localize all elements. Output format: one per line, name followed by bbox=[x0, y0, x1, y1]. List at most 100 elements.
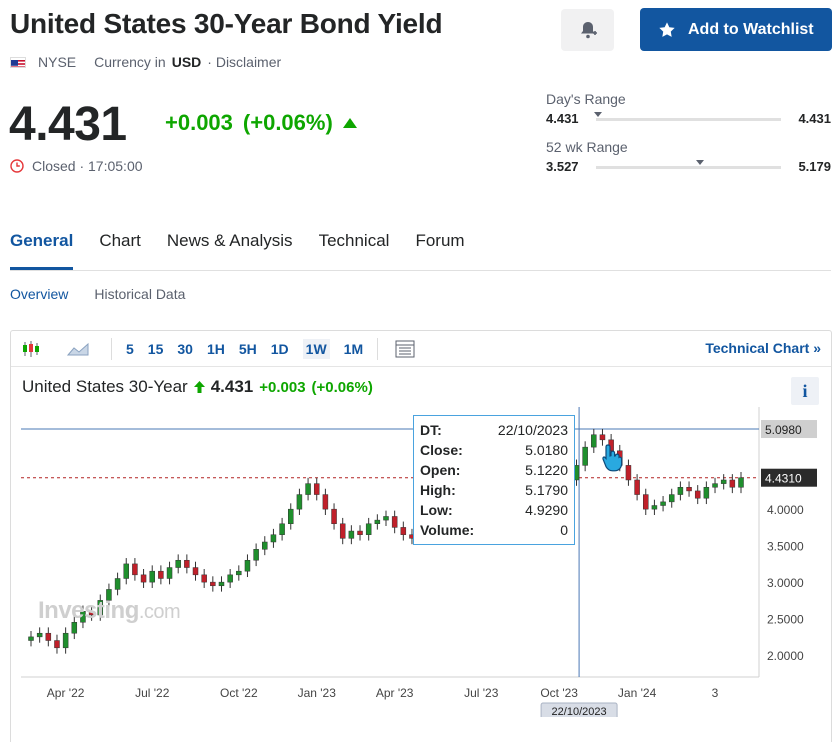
disclaimer-link[interactable]: · Disclaimer bbox=[207, 54, 282, 70]
tooltip-value: 0 bbox=[560, 522, 568, 538]
tab-chart[interactable]: Chart bbox=[99, 231, 141, 250]
candle-body bbox=[357, 530, 363, 535]
candle-body bbox=[262, 541, 268, 550]
tooltip-value: 4.9290 bbox=[525, 502, 568, 518]
chart-toolbar: 5 15 30 1H 5H 1D 1W 1M Technical Chart » bbox=[11, 331, 831, 367]
crosshair-price-box bbox=[761, 420, 817, 439]
candlestick-icon[interactable] bbox=[19, 337, 45, 361]
candle-body bbox=[591, 434, 597, 448]
watermark-main: Investing bbox=[38, 597, 139, 624]
tooltip-row: Volume: 0 bbox=[420, 520, 568, 540]
candle-body bbox=[365, 523, 372, 535]
candle-body bbox=[391, 516, 398, 528]
candle-body bbox=[288, 508, 294, 525]
candle-body bbox=[244, 559, 251, 572]
candle-body bbox=[634, 479, 640, 495]
crosshair-price-label: 5.0980 bbox=[765, 423, 802, 437]
tooltip-value: 5.1220 bbox=[525, 462, 568, 478]
tooltip-row: High: 5.1790 bbox=[420, 480, 568, 500]
add-to-watchlist-button[interactable]: Add to Watchlist bbox=[640, 8, 832, 51]
up-triangle-icon bbox=[342, 118, 357, 128]
ohlc-tooltip: DT: 22/10/2023 Close: 5.0180 Open: 5.1220 High… bbox=[413, 415, 575, 545]
last-price-box bbox=[761, 468, 817, 487]
hand-cursor-icon bbox=[602, 444, 623, 472]
days-range-marker bbox=[594, 112, 602, 117]
tab-forum[interactable]: Forum bbox=[415, 231, 465, 250]
tf-1d[interactable]: 1D bbox=[270, 340, 289, 357]
technical-chart-link[interactable]: Technical Chart » bbox=[705, 340, 821, 356]
candle-body bbox=[114, 578, 121, 590]
candle-body bbox=[383, 516, 389, 521]
x-tick-label: Jul '22 bbox=[135, 686, 170, 700]
tooltip-row: DT: 22/10/2023 bbox=[420, 420, 568, 440]
tab-news-analysis[interactable]: News & Analysis bbox=[166, 231, 293, 250]
crosshair-date-box bbox=[540, 702, 618, 717]
candle-body bbox=[106, 589, 112, 601]
tooltip-value: 5.1790 bbox=[525, 482, 568, 498]
candle-body bbox=[149, 570, 155, 583]
tf-1w[interactable]: 1W bbox=[302, 338, 330, 359]
tab-general[interactable]: General bbox=[10, 231, 74, 270]
candle-body bbox=[599, 434, 606, 441]
candle-body bbox=[694, 490, 701, 499]
candle-body bbox=[738, 477, 744, 488]
candle-body bbox=[71, 622, 78, 634]
tf-1m[interactable]: 1M bbox=[343, 340, 364, 357]
candle-body bbox=[296, 494, 303, 510]
tf-15[interactable]: 15 bbox=[147, 340, 164, 357]
candle-body bbox=[322, 494, 329, 510]
52wk-range-bar bbox=[596, 160, 781, 169]
y-tick-label: 3.5000 bbox=[767, 540, 804, 554]
candle-body bbox=[660, 501, 666, 506]
candle-body bbox=[643, 494, 649, 510]
table-icon[interactable] bbox=[392, 337, 418, 361]
subtab-overview[interactable]: Overview bbox=[10, 286, 69, 302]
candle-body bbox=[175, 559, 181, 568]
candle-body bbox=[313, 483, 320, 495]
candle-body bbox=[54, 640, 60, 649]
tab-technical[interactable]: Technical bbox=[318, 231, 390, 250]
candle-body bbox=[62, 632, 69, 649]
candle-body bbox=[651, 505, 658, 510]
sub-tabs: Overview Historical Data bbox=[10, 286, 185, 302]
meta-row: NYSE Currency in USD · Disclaimer bbox=[10, 54, 281, 70]
subtab-historical-data[interactable]: Historical Data bbox=[94, 286, 186, 302]
x-tick-label: Apr '22 bbox=[47, 686, 85, 700]
candle-body bbox=[36, 632, 43, 638]
tf-5[interactable]: 5 bbox=[126, 340, 134, 357]
price-chart[interactable]: 2.0000 2.5000 3.0000 3.5000 4.0000 Apr '22 Jul… bbox=[11, 407, 831, 717]
candle-body bbox=[45, 632, 52, 641]
candle-body bbox=[132, 563, 138, 576]
change-value: +0.003 bbox=[165, 110, 233, 135]
up-arrow-icon bbox=[193, 381, 205, 393]
candle-body bbox=[582, 446, 588, 466]
candle-body bbox=[686, 487, 692, 492]
tf-30[interactable]: 30 bbox=[177, 340, 193, 357]
tf-5h[interactable]: 5H bbox=[238, 340, 257, 357]
tooltip-row: Low: 4.9290 bbox=[420, 500, 568, 520]
days-range-low: 4.431 bbox=[546, 111, 579, 126]
x-tick-label: Jan '24 bbox=[618, 686, 657, 700]
days-range: Day's Range 4.431 4.431 bbox=[546, 91, 831, 126]
instrument-name: United States 30-Year bbox=[22, 377, 188, 396]
tooltip-value: 22/10/2023 bbox=[497, 422, 568, 438]
alert-button[interactable] bbox=[561, 9, 614, 51]
market-status: Closed · 17:05:00 bbox=[10, 158, 143, 174]
candle-body bbox=[88, 611, 95, 616]
currency-prefix: Currency in bbox=[94, 54, 166, 70]
area-chart-icon[interactable] bbox=[65, 337, 91, 361]
52wk-range-marker bbox=[696, 160, 704, 165]
currency-value: USD bbox=[171, 54, 202, 70]
price-change: +0.003 (+0.06%) bbox=[165, 110, 357, 136]
last-price: 4.431 bbox=[9, 98, 127, 151]
candle-body bbox=[192, 567, 199, 576]
info-button[interactable]: i bbox=[791, 377, 819, 405]
y-tick-label: 2.5000 bbox=[767, 613, 804, 627]
candle-body bbox=[140, 574, 147, 583]
watchlist-label: Add to Watchlist bbox=[688, 20, 814, 38]
investing-watermark: Investing.com bbox=[38, 597, 181, 625]
x-tick-label: Jan '23 bbox=[298, 686, 337, 700]
tf-1h[interactable]: 1H bbox=[206, 340, 225, 357]
x-tick-label: Oct '22 bbox=[220, 686, 258, 700]
instrument-change-pct: (+0.06%) bbox=[311, 378, 373, 396]
